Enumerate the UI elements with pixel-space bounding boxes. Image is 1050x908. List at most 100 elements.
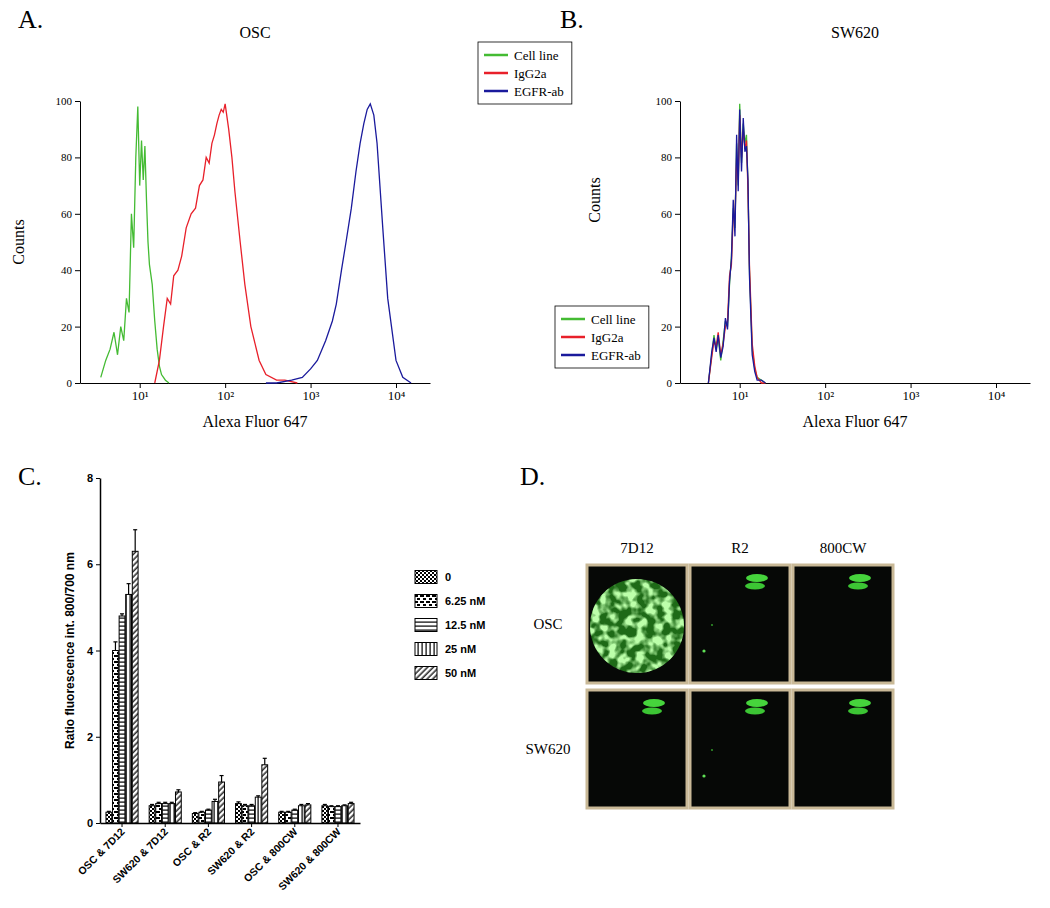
tick: 100 xyxy=(56,95,81,107)
legend-label: EGFR-ab xyxy=(514,84,564,99)
legend-label: 6.25 nM xyxy=(445,595,485,607)
well-edge-signal xyxy=(746,574,768,582)
bar xyxy=(162,804,168,823)
error-cap xyxy=(250,804,254,805)
tick: 10² xyxy=(817,383,834,403)
bar xyxy=(236,804,242,823)
panel-label: C. xyxy=(18,462,42,491)
tick-label: 10² xyxy=(817,388,834,403)
bar xyxy=(126,594,132,823)
error-bar xyxy=(120,614,124,616)
axis-line xyxy=(101,823,361,825)
error-cap xyxy=(200,811,204,812)
tick: 80 xyxy=(661,151,680,163)
well-frame xyxy=(793,690,893,808)
error-stem xyxy=(135,530,136,552)
well-frame xyxy=(690,565,790,683)
error-cap xyxy=(113,641,117,642)
well-speck xyxy=(711,749,713,751)
bar xyxy=(169,804,175,823)
y-axis-title: Counts xyxy=(586,177,603,222)
tick-label: 60 xyxy=(661,208,673,220)
well-edge-signal xyxy=(745,708,765,715)
legend-swatch xyxy=(484,54,508,57)
tick: 10¹ xyxy=(132,383,149,403)
series-line xyxy=(708,104,765,383)
well-signal-texture xyxy=(590,579,684,673)
tick: 10³ xyxy=(903,383,920,403)
tick: 10² xyxy=(217,383,234,403)
well-image xyxy=(793,565,893,683)
column-label: 7D12 xyxy=(620,540,653,556)
error-cap xyxy=(127,583,131,584)
tick: 100 xyxy=(656,95,681,107)
legend-swatch xyxy=(415,571,437,584)
error-cap xyxy=(107,811,111,812)
tick-mark xyxy=(96,737,100,738)
well-frame xyxy=(793,565,893,683)
error-bar xyxy=(306,804,310,805)
tick-label: 20 xyxy=(61,321,73,333)
error-bar xyxy=(200,811,204,813)
error-cap xyxy=(349,802,353,803)
error-bar xyxy=(170,802,174,803)
tick-mark xyxy=(208,823,209,827)
bar xyxy=(249,806,255,823)
legend: Cell lineIgG2aEGFR-ab xyxy=(478,42,572,104)
tick-label: 10⁴ xyxy=(388,388,406,403)
panel: 10¹10²10³10⁴020406080100A.OSCAlexa Fluor… xyxy=(10,5,572,430)
y-axis: 020406080100 xyxy=(656,95,681,389)
tick-label: 20 xyxy=(661,321,673,333)
bar xyxy=(322,806,328,823)
tick-label: 8 xyxy=(87,472,93,484)
error-cap xyxy=(293,809,297,810)
y-axis-title: Ratio fluorescence int. 800/700 nm xyxy=(63,552,77,749)
column-label: 800CW xyxy=(820,540,868,556)
tick-label: 80 xyxy=(61,151,73,163)
bar xyxy=(328,807,334,823)
tick-mark xyxy=(294,823,295,827)
bar xyxy=(156,804,162,823)
bar xyxy=(262,765,268,823)
error-cap xyxy=(193,812,197,813)
bar xyxy=(298,806,304,823)
well-frame xyxy=(587,690,687,808)
well-image xyxy=(793,690,893,808)
y-axis-title: Counts xyxy=(10,219,27,264)
error-cap xyxy=(133,529,137,530)
tick: SW620 & 800CW xyxy=(276,823,343,892)
tick-label: 100 xyxy=(56,95,73,107)
legend-label: Cell line xyxy=(514,48,559,63)
bar xyxy=(255,797,261,823)
error-cap xyxy=(220,775,224,776)
legend: Cell lineIgG2aEGFR-ab xyxy=(555,306,649,368)
tick: 10¹ xyxy=(732,383,749,403)
tick-label: 10³ xyxy=(903,388,920,403)
legend-swatch xyxy=(484,90,508,93)
tick: 4 xyxy=(87,645,100,657)
legend-label: 25 nM xyxy=(445,643,476,655)
bar xyxy=(305,805,311,823)
bar xyxy=(132,551,138,823)
x-axis: 10¹10²10³10⁴ xyxy=(81,383,431,403)
tick-label: SW620 & 800CW xyxy=(276,825,343,892)
well-edge-signal xyxy=(849,574,871,582)
bar xyxy=(175,792,181,823)
legend-box xyxy=(555,306,649,368)
panel-label: A. xyxy=(18,5,43,34)
bar xyxy=(279,812,285,823)
tick-mark xyxy=(96,823,100,824)
error-cap xyxy=(306,803,310,804)
panel-label: D. xyxy=(520,462,545,491)
legend-swatch xyxy=(415,595,437,608)
well-speck xyxy=(711,624,713,626)
well-frame xyxy=(690,690,790,808)
tick-mark xyxy=(75,214,80,215)
well-image xyxy=(587,565,687,683)
bar xyxy=(342,806,348,823)
error-cap xyxy=(256,795,260,796)
error-bar xyxy=(193,812,197,814)
error-cap xyxy=(323,804,327,805)
bar xyxy=(106,812,112,823)
tick: 60 xyxy=(661,208,680,220)
